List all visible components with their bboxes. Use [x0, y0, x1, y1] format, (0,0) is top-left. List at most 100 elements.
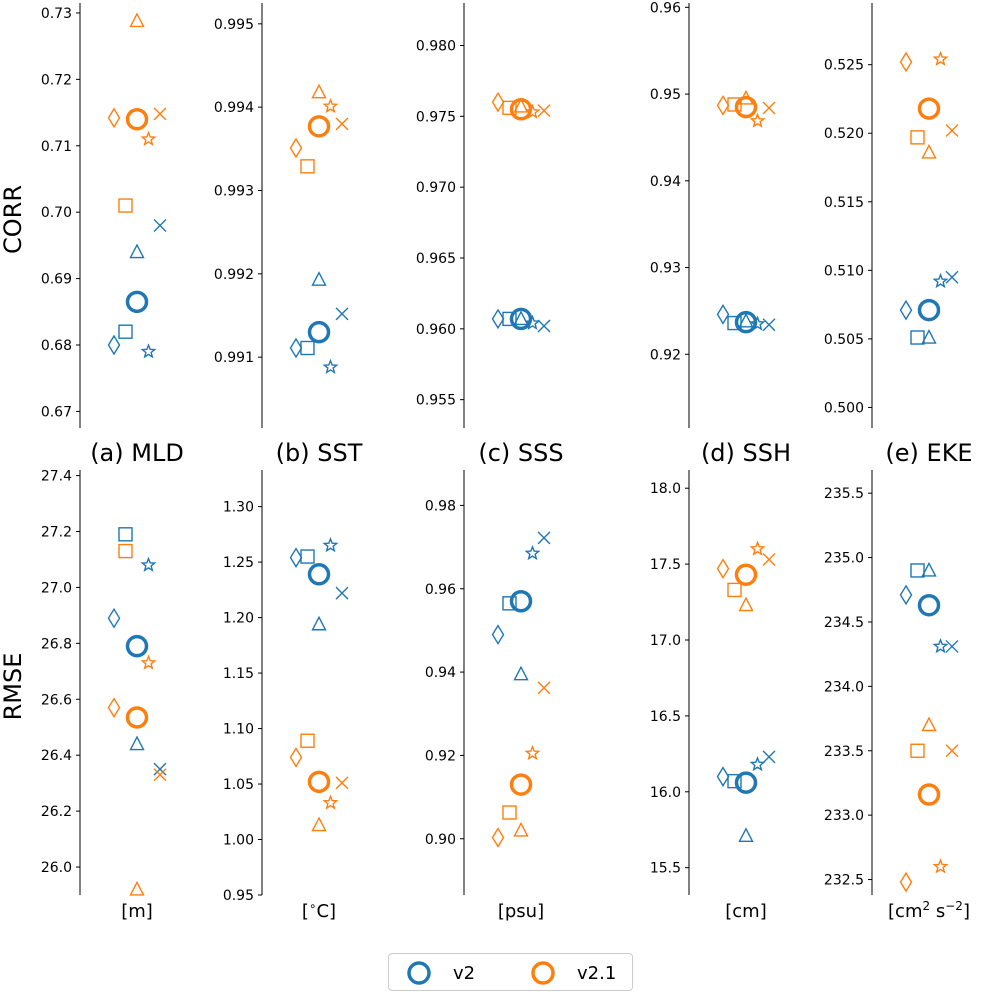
- y-tick-label: 27.0: [41, 580, 72, 596]
- y-tick-label: 26.4: [41, 748, 72, 764]
- corr-eke-v2-1-circle-point: [917, 97, 941, 120]
- rmse-eke-v2-1-circle-point: [917, 783, 941, 806]
- y-tick-label: 1.05: [223, 777, 254, 793]
- panel-corr-ssh: 0.92 0.93 0.94 0.95 0.96: [650, 0, 776, 428]
- y-tick-label: 26.8: [41, 636, 72, 652]
- corr-sst-v2-1-triangle-point: [311, 83, 327, 99]
- rmse-mld-v2-1-diamond-point: [107, 697, 121, 719]
- y-tick-label: 0.991: [214, 350, 254, 366]
- panel-corr-eke: 0.500 0.505 0.510 0.515 0.520 0.525: [824, 3, 959, 428]
- rmse-mld-v2-1-star-point: [140, 654, 157, 670]
- corr-sss-v2-triangle-point: [513, 310, 529, 326]
- corr-eke-v2-1-diamond-point: [899, 51, 913, 73]
- rmse-mld-v2-x-point: [153, 762, 167, 776]
- corr-sst-v2-x-point: [335, 307, 349, 321]
- panel-rmse-mld: 26.0 26.2 26.4 26.6 26.8 27.0 27.2 27.4: [41, 469, 167, 896]
- corr-sss-v2-1-x-point: [537, 104, 551, 118]
- corr-eke-v2-triangle-point: [921, 328, 937, 344]
- rmse-sss-v2-1-circle-point: [509, 773, 533, 796]
- corr-eke-v2-circle-point: [917, 298, 941, 322]
- rmse-eke-v2-1-square-point: [910, 743, 925, 758]
- corr-eke-v2-1-x-point: [945, 124, 959, 137]
- rmse-mld-v2-circle-point: [125, 634, 149, 658]
- y-tick-label: 1.25: [223, 555, 254, 571]
- y-tick-label: 17.5: [650, 557, 681, 573]
- y-tick-label: 0.970: [416, 180, 456, 196]
- corr-eke-v2-star-point: [932, 272, 949, 289]
- corr-sss-v2-1-diamond-point: [491, 91, 505, 113]
- corr-ssh-v2-1-star-point: [749, 112, 766, 128]
- y-tick-label: 17.0: [650, 633, 681, 649]
- rmse-sss-v2-circle-point: [509, 590, 533, 613]
- rmse-ssh-v2-diamond-point: [716, 766, 730, 787]
- corr-mld-v2-1-x-point: [153, 107, 167, 121]
- rmse-sss-v2-star-point: [524, 544, 541, 561]
- y-tick-label: 0.70: [41, 205, 72, 221]
- corr-eke-v2-x-point: [945, 270, 959, 284]
- corr-ssh-v2-1-x-point: [762, 101, 776, 115]
- legend-marker-v2-1: [531, 961, 555, 985]
- rmse-sss-v2-1-x-point: [537, 681, 551, 695]
- y-tick-label: 232.5: [824, 873, 864, 889]
- unit-label: [cm]: [725, 901, 766, 922]
- y-tick-label: 18.0: [650, 481, 681, 497]
- rmse-mld-v2-1-triangle-point: [129, 880, 145, 896]
- rmse-ssh-v2-x-point: [762, 750, 776, 764]
- y-tick-label: 16.5: [650, 709, 681, 725]
- rmse-eke-v2-star-point: [932, 638, 949, 654]
- y-tick-label: 1.15: [223, 666, 254, 682]
- rmse-mld-v2-1-square-point: [118, 543, 133, 559]
- legend-marker-v2: [407, 961, 431, 985]
- rmse-sst-v2-x-point: [335, 586, 349, 600]
- y-tick-label: 0.500: [824, 400, 864, 416]
- corr-ssh-v2-star-point: [749, 315, 766, 331]
- y-tick-label: 0.94: [425, 665, 456, 681]
- corr-mld-v2-x-point: [153, 218, 167, 232]
- rmse-sss-v2-1-diamond-point: [491, 827, 505, 848]
- corr-eke-v2-1-star-point: [932, 50, 949, 67]
- legend: v2 v2.1: [388, 953, 633, 991]
- corr-eke-v2-square-point: [910, 330, 925, 345]
- y-tick-label: 1.20: [223, 611, 254, 627]
- unit-label: [psu]: [498, 901, 544, 922]
- y-tick-label: 0.992: [214, 267, 254, 283]
- panel-corr-sst: 0.991 0.992 0.993 0.994 0.995: [214, 3, 349, 428]
- corr-ssh-v2-circle-point: [734, 310, 758, 334]
- y-tick-label: 0.92: [650, 347, 681, 363]
- y-tick-label: 0.67: [41, 404, 72, 420]
- legend-item-v2-1: v2.1: [529, 959, 616, 987]
- y-tick-label: 234.5: [824, 615, 864, 631]
- corr-sst-v2-triangle-point: [311, 271, 327, 286]
- corr-sss-v2-1-star-point: [524, 103, 541, 119]
- y-tick-label: 26.6: [41, 692, 72, 708]
- corr-mld-v2-1-triangle-point: [129, 12, 145, 28]
- rmse-ssh-v2-1-star-point: [749, 540, 766, 556]
- unit-label: [∘C]: [302, 899, 336, 922]
- rmse-sst-v2-star-point: [322, 537, 339, 553]
- rmse-eke-v2-1-star-point: [932, 858, 949, 874]
- rmse-ssh-v2-1-square-point: [727, 582, 742, 598]
- corr-sss-v2-square-point: [502, 311, 517, 327]
- y-tick-label: 0.980: [416, 39, 456, 55]
- rmse-eke-v2-square-point: [910, 563, 925, 578]
- corr-sss-v2-1-circle-point: [509, 98, 533, 121]
- row-label-corr: CORR: [0, 185, 27, 254]
- corr-mld-v2-square-point: [118, 324, 133, 339]
- rmse-eke-v2-triangle-point: [921, 561, 937, 577]
- y-tick-label: 0.92: [425, 748, 456, 764]
- column-title: (b) SST: [276, 439, 363, 467]
- corr-sst-v2-1-x-point: [335, 117, 349, 131]
- rmse-sss-v2-1-star-point: [524, 744, 541, 761]
- rmse-mld-v2-star-point: [140, 556, 157, 572]
- y-tick-label: 0.515: [824, 195, 864, 211]
- rmse-eke-v2-circle-point: [917, 593, 941, 617]
- corr-sst-v2-1-diamond-point: [289, 137, 303, 159]
- rmse-mld-v2-square-point: [118, 527, 133, 542]
- rmse-ssh-v2-square-point: [727, 773, 742, 789]
- rmse-ssh-v2-star-point: [749, 756, 766, 772]
- y-tick-label: 0.93: [650, 261, 681, 277]
- rmse-sss-v2-square-point: [502, 596, 517, 611]
- y-tick-label: 0.72: [41, 72, 72, 88]
- panel-rmse-ssh: 15.5 16.0 16.5 17.0 17.5 18.0: [650, 470, 776, 895]
- panel-rmse-sst: 0.95 1.00 1.05 1.10 1.15 1.20 1.25 1.30: [223, 470, 349, 904]
